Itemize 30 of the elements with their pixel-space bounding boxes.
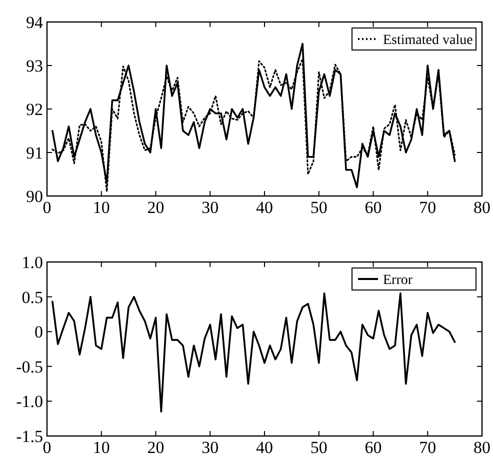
x-tick-label: 30 (202, 438, 219, 457)
x-tick-label: 10 (92, 198, 110, 217)
x-tick-label: 80 (474, 198, 490, 217)
x-tick-label: 70 (419, 438, 436, 457)
y-tick-label: -1.0 (16, 392, 43, 412)
x-tick-label: 40 (256, 198, 273, 217)
legend-label: Estimated value (383, 32, 473, 48)
legend-label: Error (383, 272, 413, 288)
x-tick-label: 50 (310, 198, 328, 217)
x-tick-label: 60 (364, 438, 382, 457)
x-tick-label: 70 (419, 198, 436, 217)
y-tick-label: 93 (26, 56, 43, 76)
line-series (52, 292, 456, 413)
x-tick-label: 20 (147, 438, 164, 457)
x-tick-label: 50 (310, 438, 328, 457)
x-tick-label: 80 (474, 438, 490, 457)
x-tick-label: 60 (364, 198, 382, 217)
y-tick-label: 91 (26, 143, 43, 162)
x-tick-label: 30 (202, 198, 219, 217)
x-tick-label: 10 (92, 438, 110, 457)
x-tick-label: 40 (256, 438, 273, 457)
x-tick-label: 20 (147, 198, 164, 217)
y-tick-label: 90 (26, 186, 43, 206)
y-tick-label: -0.5 (16, 357, 43, 376)
y-tick-label: 1.0 (22, 252, 43, 272)
y-tick-label: 0.5 (22, 288, 43, 307)
y-tick-label: 0 (34, 322, 43, 342)
y-tick-label: -1.5 (16, 426, 43, 446)
y-tick-label: 92 (26, 100, 43, 119)
y-tick-label: 94 (26, 12, 44, 32)
